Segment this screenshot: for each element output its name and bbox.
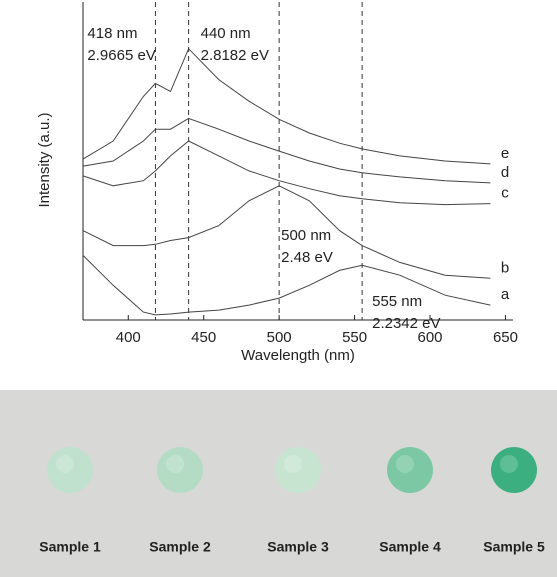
series-label: c <box>501 185 509 202</box>
photo-background <box>0 390 557 577</box>
sample-label: Sample 2 <box>149 539 211 555</box>
series-line <box>82 255 491 316</box>
sample-spot <box>47 447 93 493</box>
sample-texture <box>284 455 302 473</box>
sample-texture <box>56 455 74 473</box>
x-tick-label: 550 <box>342 329 367 346</box>
x-axis-label: Wavelength (nm) <box>241 347 355 364</box>
annotation: 2.9665 eV <box>87 47 155 64</box>
series-label: a <box>501 286 510 303</box>
sample-label: Sample 4 <box>379 539 441 555</box>
sample-label: Sample 3 <box>267 539 329 555</box>
x-tick-label: 450 <box>191 329 216 346</box>
sample-texture <box>500 455 518 473</box>
annotation: 2.8182 eV <box>201 47 269 64</box>
series-label: d <box>501 164 509 181</box>
sample-spot <box>491 447 537 493</box>
annotation: 418 nm <box>87 25 137 42</box>
annotation: 2.48 eV <box>281 249 333 266</box>
annotation: 555 nm <box>372 293 422 310</box>
series-label: b <box>501 259 509 276</box>
x-tick-label: 400 <box>116 329 141 346</box>
sample-spot <box>157 447 203 493</box>
sample-label: Sample 5 <box>483 539 545 555</box>
sample-spot <box>275 447 321 493</box>
series-line <box>82 117 491 184</box>
annotation: 500 nm <box>281 227 331 244</box>
sample-texture <box>396 455 414 473</box>
x-tick-label: 600 <box>418 329 443 346</box>
annotation: 440 nm <box>201 25 251 42</box>
y-axis-label: Intensity (a.u.) <box>36 112 53 207</box>
series-label: e <box>501 145 509 162</box>
sample-label: Sample 1 <box>39 539 101 555</box>
series-line <box>82 140 491 206</box>
series-line <box>82 47 491 165</box>
x-tick-label: 500 <box>267 329 292 346</box>
x-tick-label: 650 <box>493 329 518 346</box>
series-line <box>82 185 491 279</box>
annotation: 2.2342 eV <box>372 315 440 332</box>
sample-texture <box>166 455 184 473</box>
sample-spot <box>387 447 433 493</box>
